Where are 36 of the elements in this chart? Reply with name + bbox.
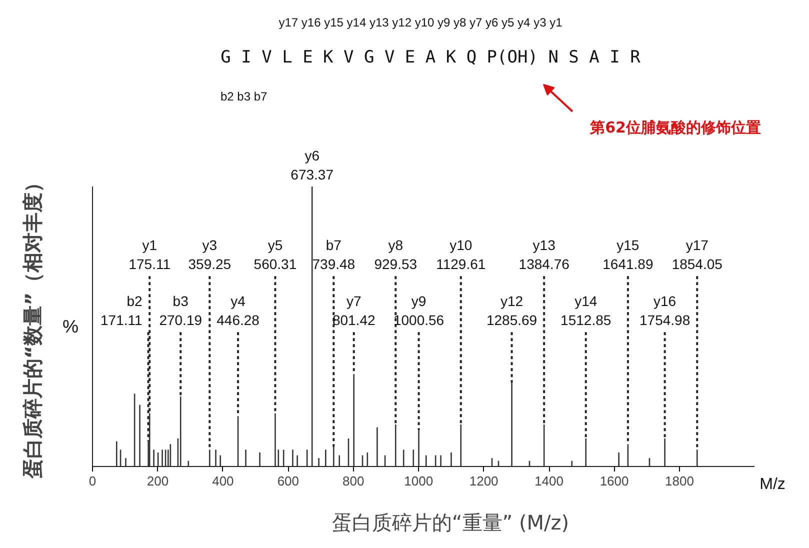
x-tick-label: 600 — [277, 474, 300, 488]
annotation: y3 359.25 — [188, 236, 232, 272]
annotation: y1 175.11 — [128, 236, 171, 272]
x-tick-label: 1200 — [469, 474, 498, 488]
text: y17 y16 y15 y14 y13 y12 y10 y9 y8 y7 y6 y5 y4 y3 y1 — [278, 16, 563, 30]
annotation: y14 1512.85 — [560, 292, 612, 328]
text: M/z — [760, 476, 786, 493]
annotation: b2 171.11 — [100, 292, 143, 328]
text: % — [62, 316, 79, 336]
annotation: y9 1000.56 — [393, 292, 444, 328]
x-tick-label: 1400 — [534, 474, 564, 488]
annotation: y10 1129.61 — [436, 236, 486, 272]
annotation: y5 560.31 — [254, 236, 297, 272]
text: G I V L E K V G V E A K Q P(OH) N S A I R — [220, 48, 642, 68]
x-tick-label: 400 — [212, 474, 234, 488]
annotation: y4 446.28 — [216, 292, 260, 328]
x-axis-title: 蛋白质碎片的“重量” (M/z) — [332, 510, 570, 534]
x-tick-label: 1600 — [600, 474, 629, 488]
annotation: y6 673.37 — [290, 147, 334, 182]
text: b2 b3 b7 — [220, 90, 268, 104]
annotation: y7 801.42 — [332, 292, 376, 328]
x-tick-label: 200 — [146, 474, 169, 488]
annotation: y8 929.53 — [374, 236, 418, 272]
annotation: b7 739.48 — [312, 236, 356, 272]
annotation: y12 1285.69 — [486, 292, 538, 328]
annotation: y13 1384.76 — [518, 236, 570, 272]
x-tick-label: 1000 — [404, 474, 434, 488]
y-axis-title: 蛋白质碎片的“数量”（相对丰度） — [20, 172, 44, 480]
x-tick-label: 1800 — [665, 474, 694, 488]
annotation: y16 1754.98 — [640, 292, 690, 328]
annotation: y15 1641.89 — [602, 236, 654, 272]
annotation: b3 270.19 — [159, 292, 202, 328]
x-tick-label: 0 — [88, 474, 96, 488]
x-tick-label: 800 — [342, 474, 364, 488]
text: 第62位脯氨酸的修饰位置 — [589, 118, 761, 136]
annotation: y17 1854.05 — [672, 236, 723, 272]
